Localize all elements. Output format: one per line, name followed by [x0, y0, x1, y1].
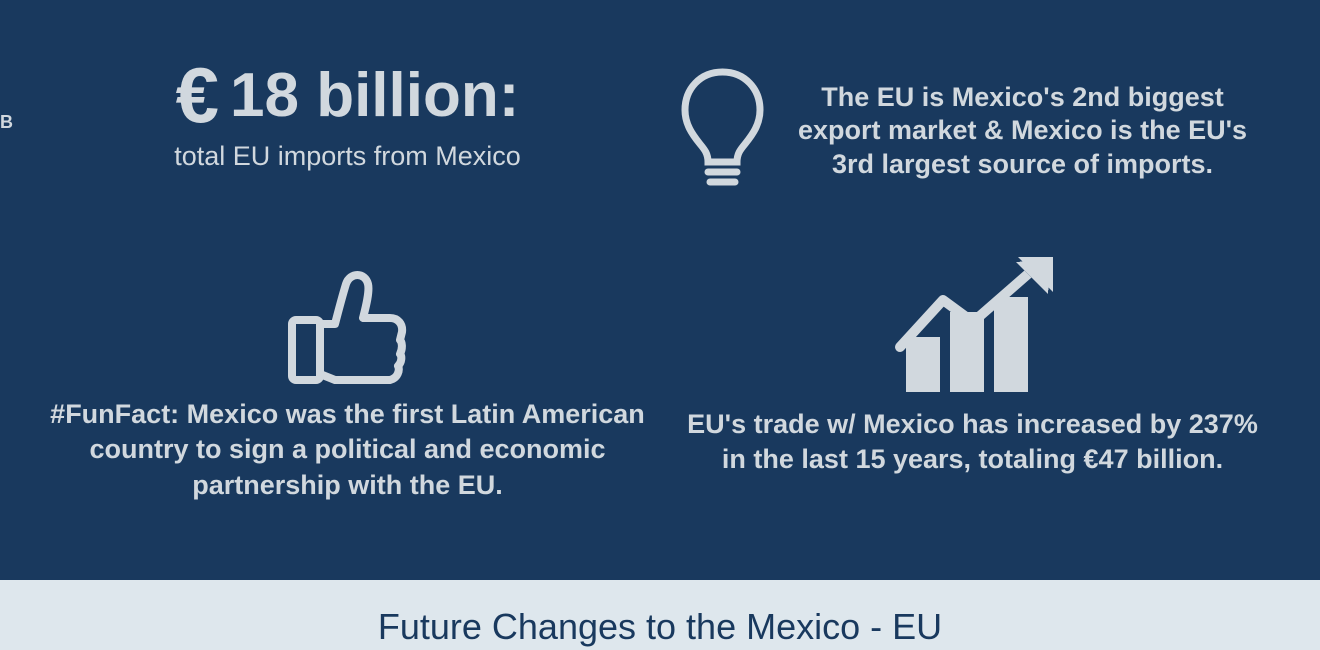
funfact-text: #FunFact: Mexico was the first Latin Ame… [50, 397, 645, 502]
trade-growth-text: EU's trade w/ Mexico has increased by 23… [675, 407, 1270, 477]
top-section: B € 18 billion: total EU imports from Me… [0, 0, 1320, 580]
export-market-block: The EU is Mexico's 2nd biggest export ma… [675, 40, 1270, 222]
bottom-section: Future Changes to the Mexico - EU [0, 580, 1320, 650]
imports-subtitle: total EU imports from Mexico [50, 141, 645, 172]
thumbs-up-icon [280, 379, 415, 396]
imports-amount: 18 billion: [230, 60, 519, 131]
euro-amount-row: € 18 billion: [50, 50, 645, 141]
growth-chart-icon [888, 389, 1058, 406]
left-clip-text: B [0, 112, 13, 133]
lightbulb-icon [675, 64, 770, 199]
bottom-title: Future Changes to the Mexico - EU [378, 606, 942, 648]
trade-growth-block: EU's trade w/ Mexico has increased by 23… [675, 252, 1270, 550]
imports-stat-block: € 18 billion: total EU imports from Mexi… [50, 40, 645, 222]
funfact-block: #FunFact: Mexico was the first Latin Ame… [50, 252, 645, 550]
export-market-text: The EU is Mexico's 2nd biggest export ma… [795, 81, 1250, 182]
euro-icon: € [176, 50, 215, 141]
